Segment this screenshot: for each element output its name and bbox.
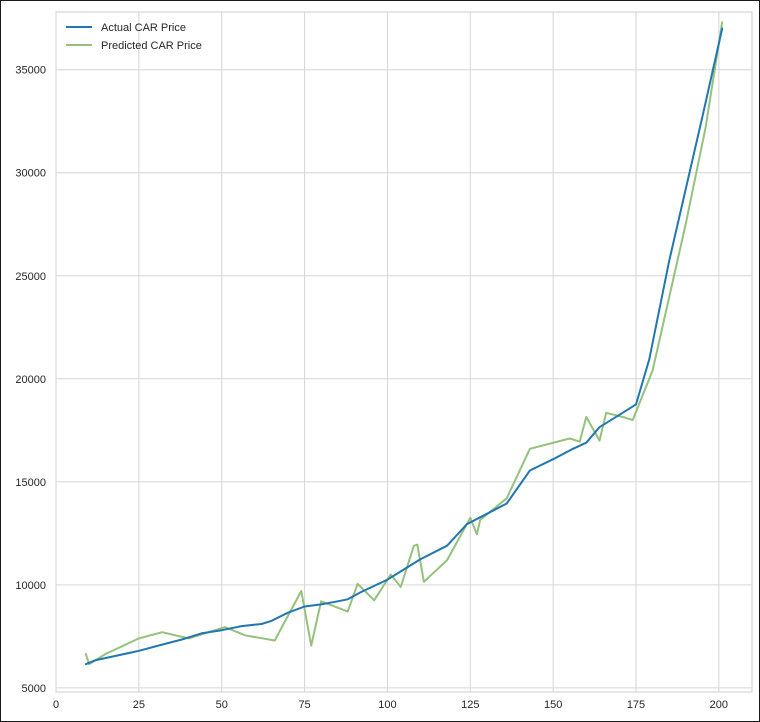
y-tick-label: 30000 (15, 168, 46, 180)
x-tick-label: 125 (461, 699, 479, 711)
tick-labels: 0 25 50 75 100 125 150 175 200 5000 10000 15000 2000… (15, 65, 728, 711)
x-tick-label: 150 (544, 699, 562, 711)
x-tick-label: 50 (216, 699, 228, 711)
grid-lines (55, 12, 752, 692)
y-tick-label: 35000 (15, 65, 46, 77)
y-tick-label: 10000 (15, 580, 46, 592)
y-tick-label: 5000 (22, 683, 46, 695)
x-tick-label: 200 (710, 699, 728, 711)
legend-label-predicted: Predicted CAR Price (101, 40, 202, 52)
y-tick-label: 20000 (15, 374, 46, 386)
legend: Actual CAR Price Predicted CAR Price (66, 22, 202, 52)
x-tick-label: 175 (627, 699, 645, 711)
plot-area (55, 11, 753, 693)
x-tick-label: 25 (133, 699, 145, 711)
actual-price-line (84, 27, 724, 666)
x-tick-label: 75 (298, 699, 310, 711)
series-lines (84, 21, 724, 666)
legend-label-actual: Actual CAR Price (101, 22, 186, 34)
x-tick-label: 0 (53, 699, 59, 711)
x-tick-label: 100 (378, 699, 396, 711)
y-tick-label: 15000 (15, 477, 46, 489)
y-tick-label: 25000 (15, 271, 46, 283)
